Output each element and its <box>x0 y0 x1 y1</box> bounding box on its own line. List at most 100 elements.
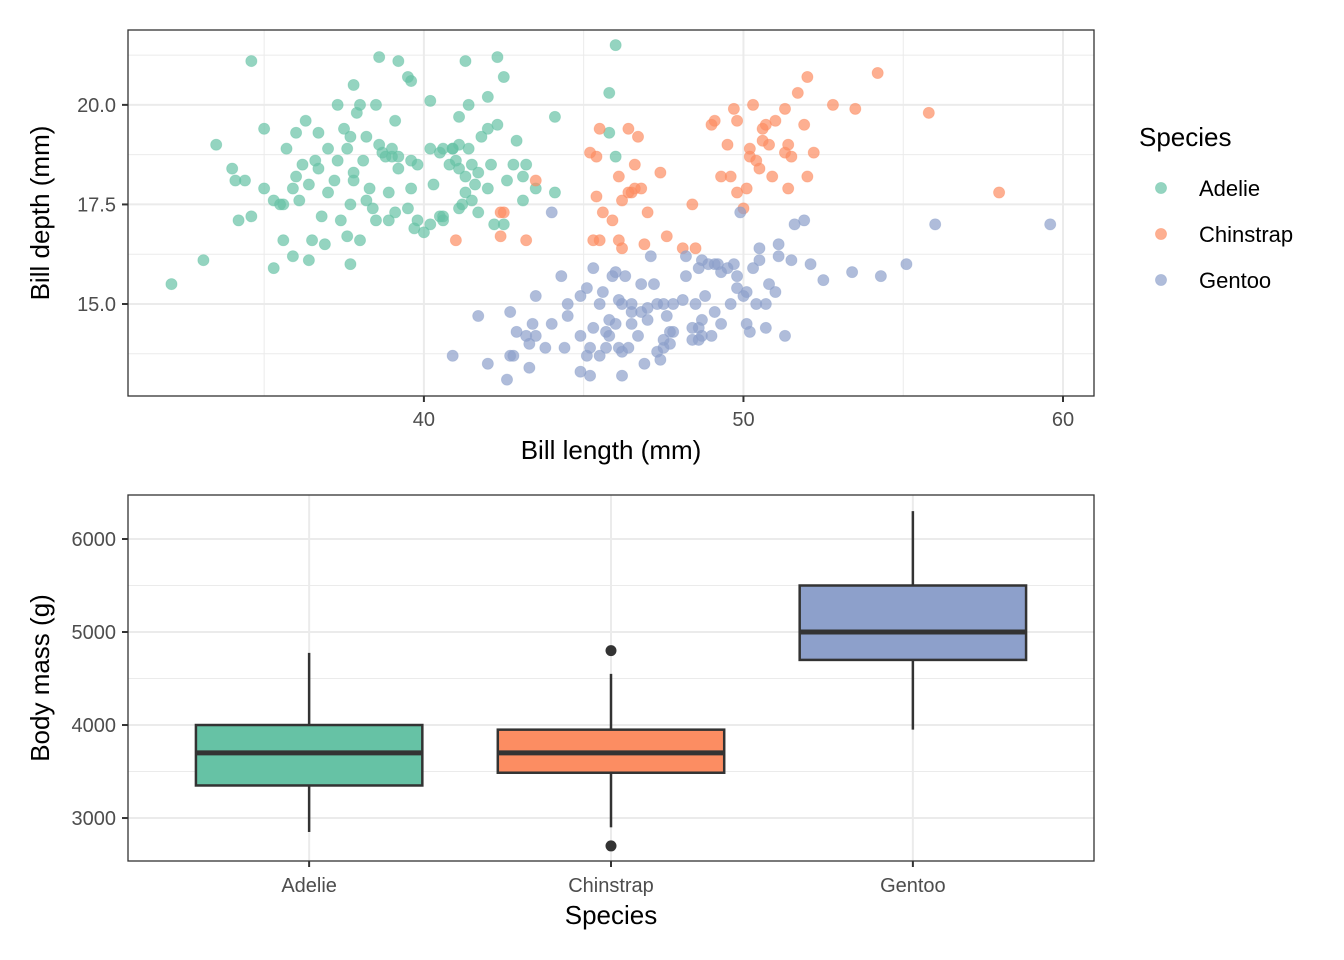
scatter-point-adelie <box>411 214 424 227</box>
scatter-point-gentoo <box>561 298 574 311</box>
scatter-point-chinstrap <box>529 174 542 187</box>
scatter-point-adelie <box>312 126 325 139</box>
scatter-point-adelie <box>322 186 335 199</box>
scatter-point-gentoo <box>679 270 692 283</box>
scatter-point-adelie <box>491 51 504 64</box>
scatter-point-adelie <box>603 86 616 99</box>
scatter-point-adelie <box>258 182 271 195</box>
scatter-point-gentoo <box>759 321 772 334</box>
scatter-point-adelie <box>312 162 325 175</box>
scatter-point-gentoo <box>574 365 587 378</box>
scatter-point-adelie <box>245 210 258 223</box>
scatter-point-chinstrap <box>759 118 772 131</box>
scatter-point-gentoo <box>721 262 734 275</box>
scatter-point-chinstrap <box>660 230 673 243</box>
scatter-point-gentoo <box>612 294 625 307</box>
scatter-point-gentoo <box>529 290 542 303</box>
scatter-point-adelie <box>392 55 405 68</box>
scatter-y-tick-label: 20.0 <box>77 95 116 117</box>
scatter-point-adelie <box>507 158 520 171</box>
scatter-point-chinstrap <box>622 122 635 135</box>
scatter-point-adelie <box>274 198 287 211</box>
scatter-point-adelie <box>459 55 472 68</box>
scatter-point-gentoo <box>574 329 587 342</box>
scatter-point-adelie <box>328 174 341 187</box>
scatter-point-chinstrap <box>632 130 645 143</box>
scatter-point-chinstrap <box>686 198 699 211</box>
scatter-point-adelie <box>427 178 440 191</box>
scatter-point-gentoo <box>574 290 587 303</box>
scatter-point-gentoo <box>874 270 887 283</box>
scatter-point-gentoo <box>772 250 785 263</box>
boxplot-y-tick-label: 6000 <box>72 529 117 551</box>
scatter-point-adelie <box>232 214 245 227</box>
scatter-point-adelie <box>302 178 315 191</box>
scatter-point-chinstrap <box>724 170 737 183</box>
legend-label-gentoo: Gentoo <box>1199 268 1271 293</box>
legend-title: Species <box>1139 122 1232 152</box>
scatter-point-chinstrap <box>785 150 798 163</box>
scatter-point-gentoo <box>1044 218 1057 231</box>
scatter-point-chinstrap <box>778 102 791 115</box>
scatter-point-gentoo <box>769 286 782 299</box>
scatter-point-chinstrap <box>826 98 839 111</box>
scatter-point-adelie <box>453 110 466 123</box>
scatter-point-gentoo <box>699 290 712 303</box>
scatter-point-adelie <box>267 262 280 275</box>
scatter-point-gentoo <box>747 262 760 275</box>
box-adelie <box>194 652 424 832</box>
scatter-point-gentoo <box>446 349 459 362</box>
scatter-point-gentoo <box>778 329 791 342</box>
scatter-point-adelie <box>331 98 344 111</box>
scatter-point-gentoo <box>638 357 651 370</box>
scatter-point-gentoo <box>510 325 523 338</box>
scatter-point-gentoo <box>692 333 705 346</box>
scatter-point-adelie <box>510 134 523 147</box>
scatter-point-adelie <box>315 210 328 223</box>
legend-label-chinstrap: Chinstrap <box>1199 222 1293 247</box>
scatter-point-adelie <box>485 158 498 171</box>
scatter-point-adelie <box>347 78 360 91</box>
scatter-point-adelie <box>446 142 459 155</box>
scatter-point-gentoo <box>603 329 616 342</box>
scatter-point-adelie <box>609 150 622 163</box>
scatter-x-tick-label: 50 <box>732 409 754 431</box>
scatter-point-gentoo <box>593 298 606 311</box>
boxplot-x-axis: Adelie Chinstrap Gentoo <box>281 861 946 897</box>
box-iqr <box>798 584 1028 662</box>
scatter-point-gentoo <box>929 218 942 231</box>
scatter-point-gentoo <box>663 337 676 350</box>
scatter-y-axis-title: Bill depth (mm) <box>25 126 55 301</box>
scatter-point-gentoo <box>596 286 609 299</box>
scatter-point-adelie <box>389 206 402 219</box>
scatter-point-gentoo <box>817 274 830 287</box>
scatter-panel: 40 50 60 15.0 17.5 20.0 Bill length (mm) Bil… <box>25 29 1095 465</box>
boxplot-y-axis: 3000 4000 5000 6000 <box>72 529 128 830</box>
scatter-point-adelie <box>516 194 529 207</box>
scatter-point-gentoo <box>632 329 645 342</box>
scatter-point-gentoo <box>708 305 721 318</box>
scatter-point-gentoo <box>500 373 513 386</box>
scatter-point-adelie <box>334 214 347 227</box>
scatter-point-adelie <box>491 118 504 131</box>
scatter-point-chinstrap <box>740 182 753 195</box>
scatter-point-chinstrap <box>635 182 648 195</box>
scatter-point-gentoo <box>472 309 485 322</box>
scatter-point-gentoo <box>507 349 520 362</box>
scatter-point-adelie <box>277 234 290 247</box>
scatter-point-adelie <box>389 114 402 127</box>
scatter-point-adelie <box>165 278 178 291</box>
outlier-point <box>605 840 617 852</box>
scatter-point-adelie <box>497 70 510 83</box>
scatter-point-chinstrap <box>993 186 1006 199</box>
scatter-point-adelie <box>286 182 299 195</box>
scatter-point-adelie <box>382 214 395 227</box>
scatter-point-chinstrap <box>587 234 600 247</box>
scatter-x-tick-label: 60 <box>1052 409 1074 431</box>
scatter-point-gentoo <box>619 270 632 283</box>
scatter-point-gentoo <box>900 258 913 271</box>
scatter-point-adelie <box>603 126 616 139</box>
scatter-point-gentoo <box>759 298 772 311</box>
scatter-point-gentoo <box>526 317 539 330</box>
scatter-point-chinstrap <box>782 138 795 151</box>
